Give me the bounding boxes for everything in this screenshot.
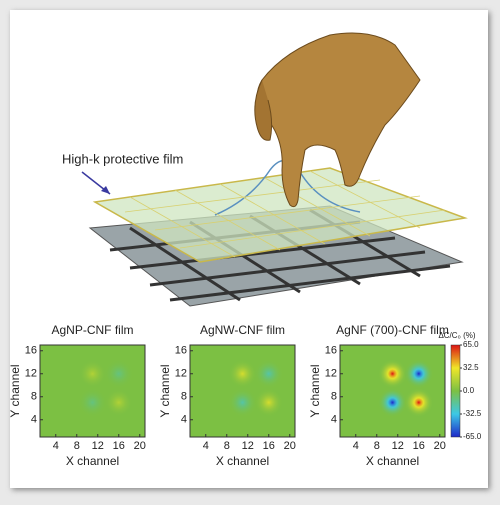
film-grid [124, 170, 446, 258]
protective-film [92, 167, 468, 263]
colorbar [450, 344, 461, 438]
heatmap [378, 359, 433, 417]
heatmap [78, 359, 133, 417]
x-tick-label: 8 [74, 440, 80, 452]
peak [404, 388, 433, 417]
y-tick-label: 8 [181, 391, 187, 403]
x-axis-label: X channel [366, 454, 419, 468]
colorbar-tick-label: -65.0 [463, 432, 482, 441]
x-tick-label: 12 [392, 440, 404, 452]
x-tick-label: 20 [134, 440, 146, 452]
film-label: High-k protective film [62, 151, 183, 166]
peak [228, 388, 257, 417]
illustration: High-k protective film [62, 32, 468, 307]
peak [78, 359, 107, 388]
x-tick-label: 20 [434, 440, 446, 452]
y-tick-label: 8 [31, 391, 37, 403]
x-tick-label: 16 [113, 440, 125, 452]
peak [78, 388, 107, 417]
x-axis-label: X channel [66, 454, 119, 468]
colorbar-tick-label: -32.5 [463, 409, 482, 418]
x-tick-label: 16 [413, 440, 425, 452]
x-tick-label: 12 [242, 440, 254, 452]
colorbar-tick-label: 32.5 [463, 363, 479, 372]
x-tick-label: 8 [374, 440, 380, 452]
x-tick-label: 4 [353, 440, 359, 452]
arrow-head [101, 186, 110, 194]
x-tick-label: 4 [53, 440, 59, 452]
y-axis-label: Y channel [8, 364, 22, 417]
peak [378, 388, 407, 417]
peak [404, 359, 433, 388]
x-tick-label: 12 [92, 440, 104, 452]
y-tick-label: 16 [325, 345, 337, 357]
x-axis-label: X channel [216, 454, 269, 468]
x-tick-label: 4 [203, 440, 209, 452]
chart-title: AgNW-CNF film [200, 323, 285, 337]
y-axis-label: Y channel [308, 364, 322, 417]
y-tick-label: 8 [331, 391, 337, 403]
colorbar-tick-label: 0.0 [463, 386, 475, 395]
peak [228, 359, 257, 388]
peak [378, 359, 407, 388]
y-tick-label: 12 [325, 368, 337, 380]
y-tick-label: 16 [175, 345, 187, 357]
y-tick-label: 4 [181, 414, 187, 426]
y-tick-label: 4 [31, 414, 37, 426]
peak [104, 359, 133, 388]
peak [254, 388, 283, 417]
chart-title: AgNP-CNF film [51, 323, 133, 337]
y-tick-label: 12 [25, 368, 37, 380]
x-tick-label: 20 [284, 440, 296, 452]
y-tick-label: 4 [331, 414, 337, 426]
colorbar-label: ΔC/C₀ (%) [438, 331, 475, 340]
y-tick-label: 16 [25, 345, 37, 357]
peak [104, 388, 133, 417]
y-axis-label: Y channel [158, 364, 172, 417]
heatmap [228, 359, 283, 417]
peak [254, 359, 283, 388]
x-tick-label: 16 [263, 440, 275, 452]
y-tick-label: 12 [175, 368, 187, 380]
thumb [254, 79, 273, 141]
x-tick-label: 8 [224, 440, 230, 452]
chart-title: AgNF (700)-CNF film [336, 323, 449, 337]
colorbar-tick-label: 65.0 [463, 340, 479, 349]
